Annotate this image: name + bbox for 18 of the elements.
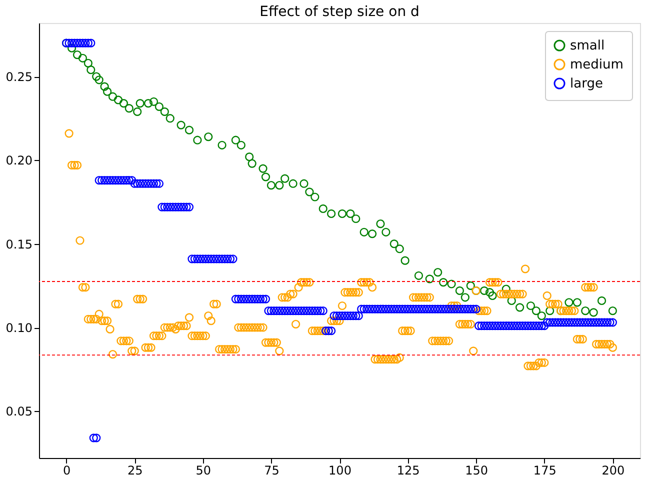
x-tick-label: 50 <box>196 464 212 478</box>
x-tick-label: 150 <box>465 464 488 478</box>
legend-label: large <box>570 76 603 92</box>
y-tick-label: 0.10 <box>6 321 32 335</box>
x-tick-label: 25 <box>127 464 143 478</box>
x-tick-label: 200 <box>602 464 625 478</box>
x-tick-label: 125 <box>396 464 420 478</box>
x-tick-label: 0 <box>63 464 71 478</box>
x-tick-label: 175 <box>533 464 556 478</box>
x-tick-label: 75 <box>264 464 280 478</box>
x-tick-label: 100 <box>328 464 352 478</box>
chart-title: Effect of step size on d <box>260 4 420 20</box>
y-tick-label: 0.15 <box>6 237 32 252</box>
y-tick-label: 0.05 <box>6 404 32 419</box>
y-tick-label: 0.25 <box>6 70 32 84</box>
legend-label: medium <box>570 58 624 72</box>
legend-label: small <box>570 38 605 54</box>
y-tick-label: 0.20 <box>6 154 32 168</box>
